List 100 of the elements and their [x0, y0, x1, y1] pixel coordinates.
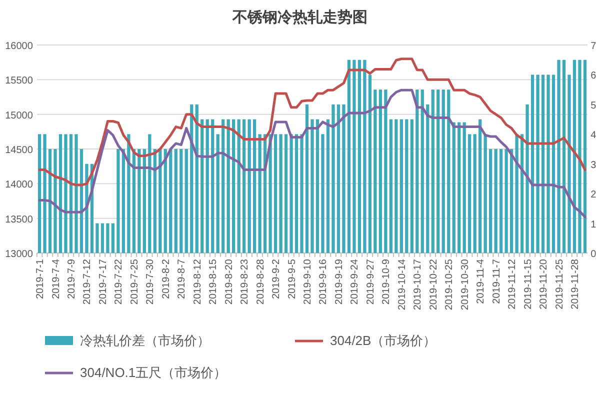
bar: [74, 134, 78, 253]
x-tick-label: 2019-9-2: [271, 258, 282, 300]
y2-tick-label: 1: [590, 219, 597, 230]
bar: [352, 60, 356, 253]
y-tick-label: 15000: [5, 110, 34, 122]
y2-tick-label: 3: [590, 160, 597, 171]
x-tick-label: 2019-11-20: [538, 258, 550, 310]
line-series: [38, 58, 586, 186]
bar: [384, 90, 388, 253]
bar: [158, 149, 162, 253]
bar: [142, 149, 146, 253]
bar: [504, 149, 508, 253]
bar: [400, 119, 403, 253]
bar: [164, 149, 167, 253]
bar: [526, 104, 529, 253]
bar: [274, 134, 278, 253]
bar: [363, 60, 366, 253]
x-tick-label: 2019-7-9: [66, 258, 78, 300]
bar: [300, 134, 304, 253]
legend-label: 304/NO.1五尺（市场价）: [80, 365, 227, 380]
bar: [442, 90, 445, 253]
bar: [530, 74, 534, 253]
bar: [316, 119, 320, 253]
x-tick-label: 2019-7-22: [114, 258, 125, 305]
bar: [111, 223, 115, 253]
x-tick-label: 2019-11-28: [570, 258, 581, 310]
bar: [436, 90, 440, 253]
bar: [394, 119, 398, 253]
bar: [515, 134, 518, 253]
y2-tick-label: 2: [590, 190, 597, 201]
bar: [326, 119, 330, 253]
bar: [458, 122, 461, 253]
bar: [583, 60, 587, 253]
bar: [557, 60, 560, 253]
bar: [420, 90, 424, 253]
bar: [279, 134, 282, 253]
y-tick-label: 13000: [5, 249, 34, 260]
bar: [520, 134, 524, 253]
bar: [174, 149, 178, 253]
x-tick-label: 2019-9-10: [302, 258, 314, 305]
x-tick-label: 2019-8-2: [160, 258, 172, 300]
x-tick-label: 2019-7-30: [145, 258, 156, 305]
bar: [378, 90, 382, 253]
y-tick-label: 14500: [5, 145, 34, 156]
bar: [447, 90, 450, 253]
legend-label: 冷热轧价差（市场价）: [80, 333, 210, 348]
x-tick-label: 2019-11-25: [554, 258, 566, 310]
x-tick-label: 2019-9-19: [334, 258, 345, 305]
bar: [431, 90, 434, 253]
x-tick-label: 2019-8-28: [255, 258, 266, 305]
bar: [96, 223, 99, 253]
bar: [572, 60, 576, 253]
y2-tick-label: 4: [590, 130, 597, 142]
bar: [332, 104, 335, 253]
x-tick-label: 2019-8-23: [240, 258, 251, 305]
x-tick-label: 2019-9-16: [318, 258, 330, 305]
x-tick-label: 2019-9-27: [365, 258, 376, 305]
y2-tick-label: 5: [590, 100, 597, 112]
x-tick-label: 2019-11-7: [491, 258, 502, 304]
bar: [578, 60, 582, 253]
bar: [216, 134, 220, 253]
bar: [38, 134, 42, 253]
bar: [342, 104, 346, 253]
bar: [248, 119, 251, 253]
bar: [116, 149, 120, 253]
x-tick-label: 2019-8-12: [192, 258, 204, 305]
bar: [106, 223, 110, 253]
bar: [336, 104, 340, 253]
x-tick-label: 2019-10-22: [428, 258, 440, 310]
bar: [153, 149, 156, 253]
bar: [268, 134, 272, 253]
bar: [489, 149, 492, 253]
bar: [536, 74, 540, 253]
bar: [541, 74, 545, 253]
x-tick-label: 2019-8-20: [224, 258, 235, 305]
x-tick-label: 2019-10-17: [412, 258, 424, 310]
bar: [321, 134, 324, 253]
x-tick-label: 2019-11-15: [522, 258, 534, 310]
bar: [211, 119, 214, 253]
bar: [462, 122, 466, 253]
x-tick-label: 2019-9-24: [350, 258, 361, 305]
bar: [64, 134, 68, 253]
bar: [452, 122, 456, 253]
legend-label: 304/2B（市场价）: [330, 333, 436, 348]
y-tick-label: 14000: [5, 180, 34, 191]
bar: [122, 149, 126, 253]
y-tick-label: 15500: [5, 76, 34, 87]
bar: [426, 104, 430, 253]
x-tick-label: 2019-10-25: [444, 258, 456, 310]
bar: [222, 119, 225, 253]
bar: [478, 119, 482, 253]
bar: [237, 119, 240, 253]
bar: [226, 119, 230, 253]
bar: [310, 119, 314, 253]
bar: [184, 149, 188, 253]
bar: [43, 134, 46, 253]
bar: [232, 119, 236, 253]
x-tick-label: 2019-7-17: [98, 258, 109, 305]
bar: [48, 149, 52, 253]
x-tick-label: 2019-10-14: [396, 258, 408, 310]
